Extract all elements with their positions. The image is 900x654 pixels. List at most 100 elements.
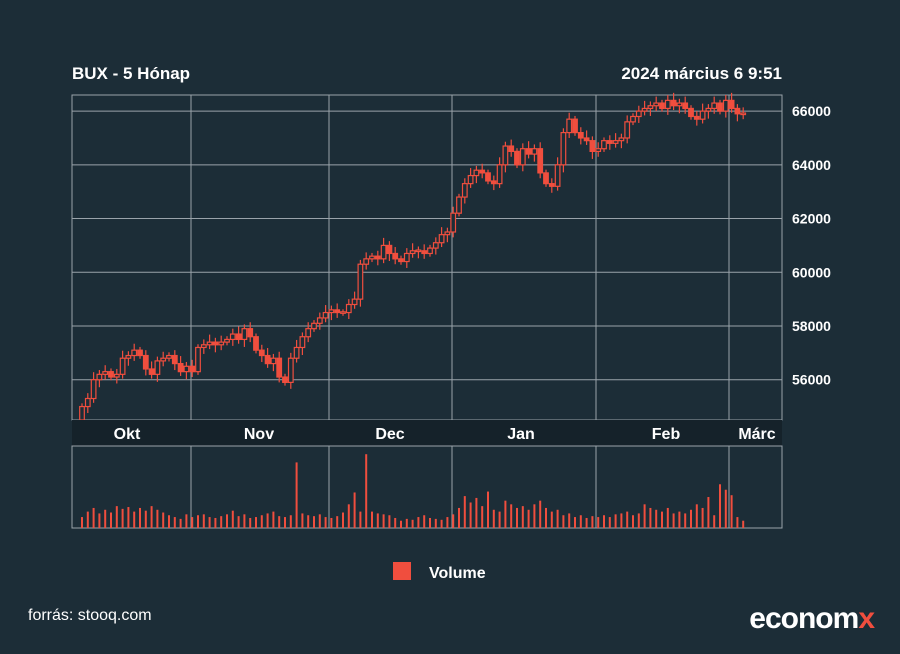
candle	[322, 305, 329, 323]
volume-bar	[533, 504, 536, 528]
volume-bar	[481, 506, 484, 528]
candle-body	[183, 365, 190, 373]
candle	[421, 244, 428, 259]
volume-bar	[110, 512, 112, 528]
candle-body	[461, 183, 468, 198]
volume-bar	[98, 513, 101, 528]
volume-bar	[104, 509, 107, 528]
candle-body	[253, 336, 259, 351]
candle	[647, 101, 654, 116]
candle-body	[612, 140, 619, 144]
candle-body	[444, 231, 451, 236]
candle-body	[473, 169, 480, 177]
chart-timestamp: 2024 március 6 9:51	[621, 64, 782, 83]
candle-body	[456, 196, 462, 214]
volume-bar	[249, 517, 252, 528]
candle	[415, 246, 422, 259]
candle-body	[699, 110, 706, 120]
volume-bar	[144, 510, 147, 528]
candle-body	[722, 99, 729, 112]
candle	[328, 305, 335, 321]
volume-bar	[260, 515, 263, 528]
candle	[653, 96, 660, 112]
volume-bar	[127, 507, 130, 528]
candle	[96, 370, 103, 388]
volume-bar	[440, 519, 443, 528]
candle-body	[583, 137, 590, 142]
volume-bar	[115, 506, 118, 528]
volume-bar	[376, 513, 379, 528]
candle-body	[258, 349, 265, 357]
candle	[444, 227, 451, 243]
candle	[740, 107, 747, 120]
candle-body	[334, 309, 341, 314]
candle	[659, 99, 665, 112]
candle	[688, 105, 694, 120]
candle-body	[554, 164, 561, 187]
candle-body	[108, 371, 114, 378]
volume-bar	[434, 518, 437, 528]
volume-bar	[637, 513, 640, 528]
volume-bar	[255, 517, 257, 528]
volume-bar	[487, 491, 489, 528]
volume-bar	[678, 511, 681, 528]
y-tick-label: 60000	[792, 264, 831, 280]
volume-bar	[400, 520, 402, 528]
candle-body	[224, 338, 230, 343]
candle-body	[409, 250, 416, 255]
candle-body	[374, 255, 381, 260]
candle	[247, 322, 254, 343]
volume-bar	[313, 516, 315, 528]
candle	[177, 356, 184, 376]
candle-body	[392, 252, 399, 260]
candle-body	[630, 115, 636, 123]
candle-body	[635, 110, 642, 118]
volume-bar	[191, 517, 194, 528]
candle	[630, 113, 636, 126]
volume-bar	[266, 513, 269, 528]
candle-body	[450, 212, 457, 233]
candle-body	[229, 333, 236, 341]
volume-bar	[284, 517, 286, 528]
candle-body	[189, 365, 196, 373]
volume-bar	[695, 504, 698, 528]
candle	[670, 92, 677, 111]
candle	[102, 365, 109, 380]
volume-bar	[92, 507, 95, 528]
candle	[374, 250, 381, 266]
candle-body	[125, 354, 132, 359]
candle	[270, 353, 277, 372]
volume-bar	[226, 514, 228, 528]
candle-body	[560, 132, 567, 166]
volume-bar	[388, 515, 391, 528]
volume-bar	[597, 517, 600, 528]
candle	[664, 95, 671, 115]
candle	[589, 136, 596, 159]
candle	[601, 137, 607, 152]
volume-bar	[121, 508, 124, 528]
candle-body	[664, 99, 671, 110]
volume-bar	[86, 511, 89, 528]
candle	[537, 142, 544, 179]
candle-body	[90, 379, 97, 400]
candle-body	[386, 244, 393, 255]
candle-body	[537, 148, 544, 174]
candle	[734, 104, 741, 122]
candle	[293, 339, 300, 363]
candle-body	[717, 102, 723, 112]
candle-body	[177, 362, 184, 373]
volume-bar	[730, 495, 733, 528]
candle-body	[380, 244, 387, 260]
volume-bar	[133, 511, 136, 528]
candle	[543, 169, 549, 187]
volume-bar	[463, 496, 466, 528]
candle	[142, 350, 149, 376]
legend-swatch-volume	[393, 562, 411, 580]
candle	[299, 332, 306, 355]
candle-body	[514, 150, 520, 166]
volume-bar	[365, 454, 368, 528]
candle-body	[264, 354, 271, 365]
candle-body	[369, 255, 375, 260]
candle-body	[316, 317, 323, 324]
candle	[264, 348, 271, 368]
